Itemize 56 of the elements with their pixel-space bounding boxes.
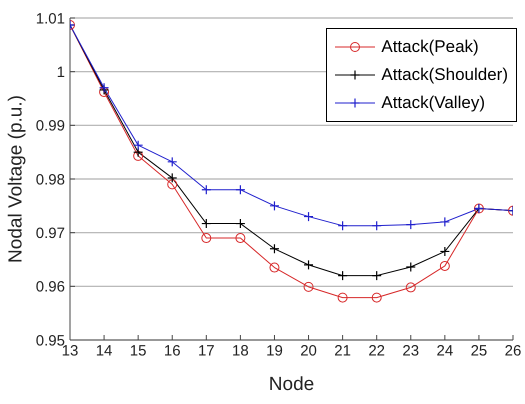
point (201, 233, 212, 244)
point (98, 82, 110, 93)
point (304, 282, 314, 292)
x-tick-label: 17 (198, 342, 215, 360)
y-axis-title: Nodal Voltage (p.u.) (6, 95, 26, 263)
x-tick-label: 18 (232, 342, 249, 360)
legend-label: Attack(Valley) (381, 93, 485, 113)
point (167, 172, 178, 184)
point (235, 233, 246, 244)
point (235, 184, 246, 195)
x-tick-label: 20 (300, 342, 317, 360)
x-axis-title: Node (268, 374, 314, 395)
point (269, 262, 280, 273)
x-tick-label: 25 (470, 342, 488, 360)
point (201, 218, 212, 229)
point (269, 244, 280, 254)
point (133, 150, 144, 161)
point (372, 292, 382, 303)
point (167, 156, 178, 167)
x-tick-label: 14 (96, 342, 112, 360)
y-tick-label: 1 (56, 64, 65, 81)
y-tick-label: 1.01 (36, 10, 65, 28)
point (440, 260, 450, 271)
x-tick-label: 24 (436, 342, 454, 360)
y-tick-label: 0.97 (36, 224, 65, 242)
x-tick-label: 22 (368, 342, 386, 360)
point (372, 270, 382, 281)
x-tick-label: 26 (504, 342, 522, 360)
y-tick-label: 0.98 (36, 171, 65, 188)
point (99, 87, 110, 98)
point (303, 260, 314, 270)
point (440, 246, 450, 257)
point (133, 140, 144, 150)
y-tick-label: 0.99 (36, 118, 65, 135)
point (440, 216, 450, 228)
point (133, 147, 144, 158)
point (338, 270, 348, 281)
x-tick-label: 21 (334, 342, 351, 360)
legend-label: Attack(Shoulder) (381, 65, 508, 85)
y-tick-label: 0.96 (36, 278, 65, 296)
point (338, 220, 348, 231)
point (201, 184, 212, 195)
point (269, 200, 280, 211)
x-tick-label: 19 (266, 342, 283, 360)
x-tick-label: 15 (130, 342, 146, 360)
x-tick-label: 16 (164, 342, 181, 360)
point (235, 218, 246, 229)
legend-label: Attack(Peak) (381, 37, 479, 57)
point (167, 179, 178, 190)
point (338, 292, 348, 303)
point (372, 220, 382, 231)
point (406, 262, 416, 272)
point (303, 211, 314, 222)
point (406, 282, 416, 292)
point (406, 220, 416, 230)
x-tick-label: 23 (402, 342, 420, 360)
